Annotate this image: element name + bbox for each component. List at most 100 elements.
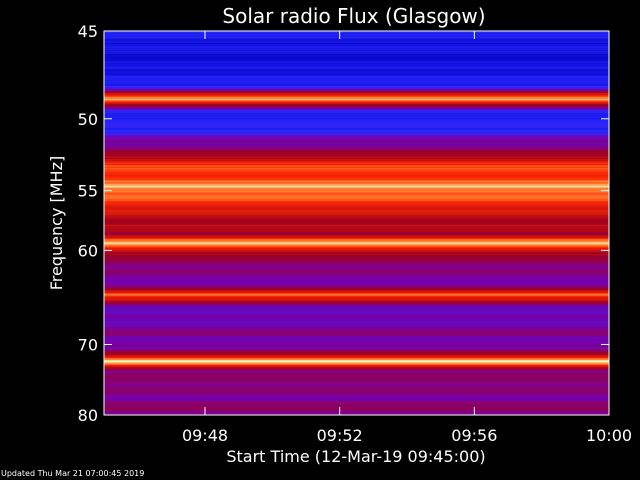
spectrogram-row <box>104 233 609 235</box>
spectrogram-row <box>104 73 609 75</box>
chart-title: Solar radio Flux (Glasgow) <box>222 4 485 28</box>
spectrogram-row <box>104 188 609 190</box>
spectrogram-row <box>104 220 609 222</box>
spectrogram-row <box>104 359 609 361</box>
spectrogram-row <box>104 163 609 165</box>
spectrogram-row <box>104 144 609 146</box>
spectrogram-row <box>104 114 609 116</box>
spectrogram-row <box>104 331 609 333</box>
spectrogram-row <box>104 191 609 193</box>
spectrogram-row <box>104 303 609 305</box>
spectrogram-row <box>104 103 609 105</box>
spectrogram-row <box>104 403 609 405</box>
spectrogram-row <box>104 337 609 339</box>
spectrogram-row <box>104 380 609 382</box>
spectrogram-row <box>104 381 609 383</box>
spectrogram-row <box>104 385 609 387</box>
spectrogram-row <box>104 81 609 83</box>
spectrogram-row <box>104 107 609 109</box>
spectrogram-row <box>104 384 609 386</box>
spectrogram-row <box>104 189 609 191</box>
spectrogram-row <box>104 74 609 76</box>
spectrogram-row <box>104 204 609 206</box>
spectrogram-row <box>104 170 609 172</box>
spectrogram-row <box>104 85 609 87</box>
spectrogram-row <box>104 159 609 161</box>
spectrogram-row <box>104 201 609 203</box>
spectrogram-row <box>104 175 609 177</box>
spectrogram-row <box>104 289 609 291</box>
spectrogram-row <box>104 50 609 52</box>
spectrogram-row <box>104 372 609 374</box>
spectrogram-row <box>104 106 609 108</box>
spectrogram-row <box>104 104 609 106</box>
spectrogram-row <box>104 345 609 347</box>
spectrogram-row <box>104 258 609 260</box>
spectrogram-row <box>104 92 609 94</box>
spectrogram-row <box>104 108 609 110</box>
spectrogram-row <box>104 32 609 34</box>
spectrogram-row <box>104 389 609 391</box>
spectrogram-row <box>104 150 609 152</box>
spectrogram-row <box>104 139 609 141</box>
y-axis-label: Frequency [MHz] <box>47 156 66 290</box>
spectrogram-row <box>104 161 609 163</box>
x-axis: 09:48 09:52 09:56 10:00 <box>182 31 632 445</box>
spectrogram-row <box>104 271 609 273</box>
spectrogram-row <box>104 198 609 200</box>
spectrogram-row <box>104 309 609 311</box>
spectrogram-row <box>104 335 609 337</box>
y-tick-label: 80 <box>78 406 98 425</box>
spectrogram-row <box>104 340 609 342</box>
spectrogram-row <box>104 184 609 186</box>
spectrogram-row <box>104 116 609 118</box>
spectrogram-row <box>104 388 609 390</box>
spectrogram-row <box>104 88 609 90</box>
spectrogram-row <box>104 225 609 227</box>
spectrogram-row <box>104 41 609 43</box>
spectrogram-row <box>104 136 609 138</box>
spectrogram-row <box>104 297 609 299</box>
spectrogram-row <box>104 131 609 133</box>
spectrogram-row <box>104 350 609 352</box>
spectrogram-row <box>104 262 609 264</box>
spectrogram-row <box>104 45 609 47</box>
spectrogram-row <box>104 292 609 294</box>
spectrogram-row <box>104 328 609 330</box>
spectrogram-row <box>104 387 609 389</box>
spectrogram-row <box>104 351 609 353</box>
spectrogram-row <box>104 255 609 257</box>
spectrogram-row <box>104 379 609 381</box>
spectrogram-row <box>104 341 609 343</box>
spectrogram-row <box>104 77 609 79</box>
spectrogram-row <box>104 324 609 326</box>
spectrogram-row <box>104 338 609 340</box>
spectrogram-row <box>104 111 609 113</box>
spectrogram-row <box>104 365 609 367</box>
spectrogram-row <box>104 352 609 354</box>
spectrogram-row <box>104 90 609 92</box>
spectrogram-row <box>104 94 609 96</box>
spectrogram-row <box>104 172 609 174</box>
spectrogram-row <box>104 232 609 234</box>
spectrogram-row <box>104 145 609 147</box>
x-tick-label: 09:48 <box>182 426 228 445</box>
spectrogram-row <box>104 129 609 131</box>
spectrogram-row <box>104 212 609 214</box>
spectrogram-row <box>104 125 609 127</box>
spectrogram-row <box>104 87 609 89</box>
spectrogram-row <box>104 247 609 249</box>
spectrogram-row <box>104 124 609 126</box>
spectrogram-row <box>104 280 609 282</box>
spectrogram-row <box>104 295 609 297</box>
spectrogram-row <box>104 205 609 207</box>
spectrogram-row <box>104 213 609 215</box>
spectrogram-row <box>104 86 609 88</box>
spectrogram-row <box>104 199 609 201</box>
spectrogram-row <box>104 250 609 252</box>
spectrogram-row <box>104 214 609 216</box>
spectrogram-row <box>104 327 609 329</box>
spectrogram-row <box>104 274 609 276</box>
spectrogram-row <box>104 281 609 283</box>
